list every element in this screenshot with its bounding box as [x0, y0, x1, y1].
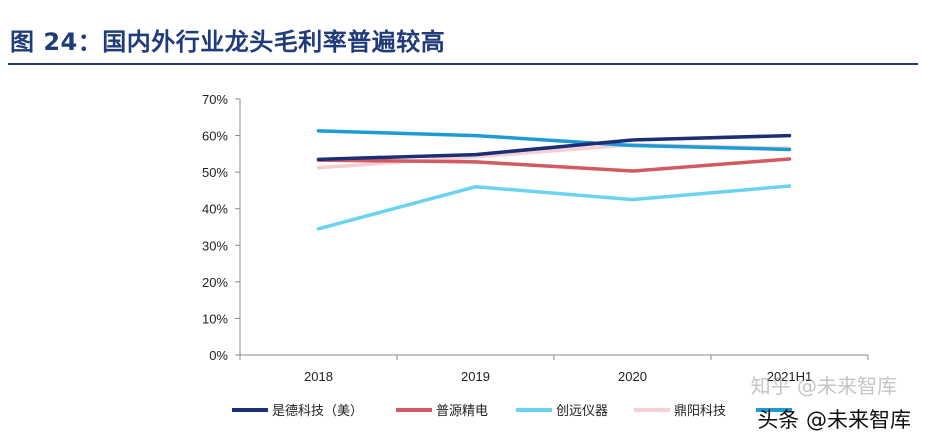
y-tick-label: 40% — [202, 202, 228, 217]
legend-label: 是德科技（美） — [272, 404, 363, 419]
y-tick-label: 60% — [202, 129, 228, 144]
y-tick-label: 30% — [202, 238, 228, 253]
series-line — [316, 184, 792, 231]
zhihu-watermark: 知乎 @未来智库 — [750, 374, 897, 398]
x-tick-label: 2019 — [461, 369, 490, 384]
figure-title: 图 24：国内外行业龙头毛利率普遍较高 — [10, 28, 446, 56]
legend-label: 创远仪器 — [556, 404, 608, 419]
y-tick-label: 70% — [202, 92, 228, 107]
x-tick-label: 2020 — [618, 369, 647, 384]
toutiao-watermark: 头条 @未来智库 — [757, 408, 911, 432]
series-line — [316, 133, 792, 162]
series-line — [316, 157, 792, 173]
title-divider — [8, 63, 918, 65]
x-tick-label: 2018 — [304, 369, 333, 384]
y-tick-label: 50% — [202, 165, 228, 180]
y-tick-label: 0% — [209, 348, 228, 363]
x-tick-label: 2021H1 — [767, 369, 813, 384]
series-line — [316, 129, 792, 152]
y-tick-label: 20% — [202, 275, 228, 290]
legend-label: 鼎阳科技 — [674, 404, 726, 419]
legend-label: 普源精电 — [436, 404, 488, 419]
y-tick-label: 10% — [202, 311, 228, 326]
